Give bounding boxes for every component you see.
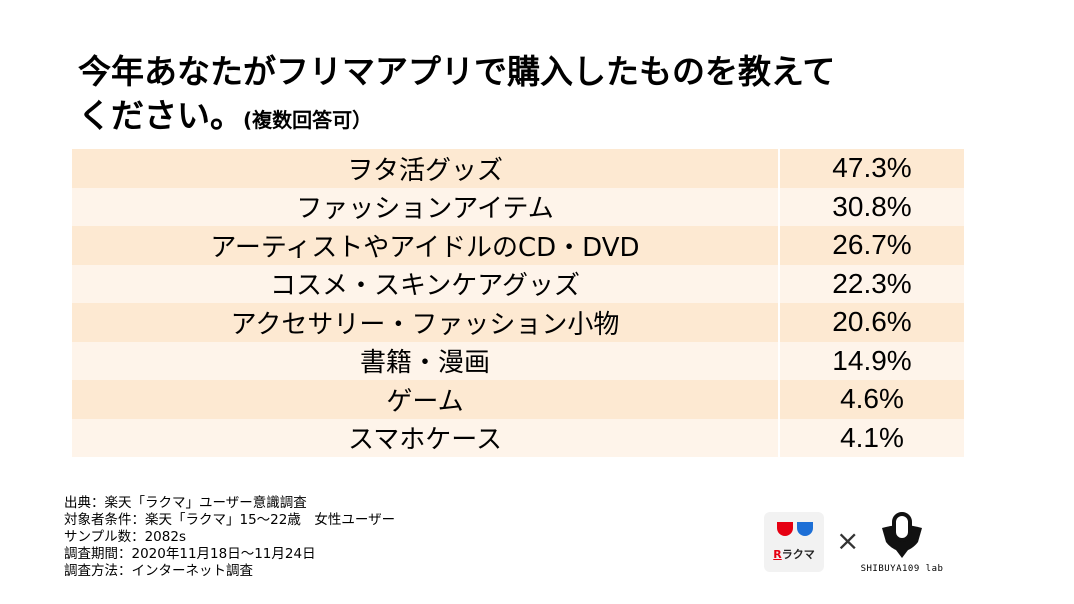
shibuya109-lab-logo-icon — [882, 512, 922, 558]
table-row: アーティストやアイドルのCD・DVD 26.7% — [72, 226, 964, 265]
table-row: ゲーム 4.6% — [72, 380, 964, 419]
row-value: 4.1% — [780, 418, 964, 457]
row-value: 20.6% — [780, 303, 964, 342]
times-icon: × — [836, 524, 860, 557]
row-value: 26.7% — [780, 226, 964, 265]
title-line-2-main: ください。 — [78, 96, 243, 135]
source-notes: 出典：楽天「ラクマ」ユーザー意識調査 対象者条件：楽天「ラクマ」15～22歳 女… — [64, 495, 395, 580]
results-table: ヲタ活グッズ 47.3% ファッションアイテム 30.8% アーティストやアイド… — [72, 149, 964, 457]
row-label: ファッションアイテム — [72, 187, 778, 226]
rakuma-logo-icon: Rラクマ — [764, 512, 824, 572]
source-line: 対象者条件：楽天「ラクマ」15～22歳 女性ユーザー — [64, 512, 396, 528]
table-row: ヲタ活グッズ 47.3% — [72, 149, 964, 188]
table-row: 書籍・漫画 14.9% — [72, 341, 964, 380]
rakuma-blue-eye-icon — [797, 522, 813, 536]
rakuma-red-eye-icon — [777, 522, 793, 536]
row-label: ゲーム — [72, 380, 778, 419]
row-label: スマホケース — [72, 418, 778, 457]
source-line: 出典：楽天「ラクマ」ユーザー意識調査 — [64, 495, 307, 511]
row-label: アーティストやアイドルのCD・DVD — [72, 226, 778, 265]
row-label: アクセサリー・ファッション小物 — [72, 303, 778, 342]
row-value: 22.3% — [780, 264, 964, 303]
title-line-2: ください。(複数回答可） — [78, 94, 898, 142]
table-row: ファッションアイテム 30.8% — [72, 187, 964, 226]
table-row: スマホケース 4.1% — [72, 418, 964, 457]
row-label: コスメ・スキンケアグッズ — [72, 264, 778, 303]
page-title: 今年あなたがフリマアプリで購入したものを教えて ください。(複数回答可） — [78, 50, 898, 142]
partner-logos: Rラクマ × SHIBUYA109 lab — [764, 512, 964, 592]
title-subnote: (複数回答可） — [243, 108, 373, 132]
source-line: 調査期間：2020年11月18日～11月24日 — [64, 546, 316, 562]
row-value: 47.3% — [780, 149, 964, 188]
title-line-1: 今年あなたがフリマアプリで購入したものを教えて — [78, 52, 836, 91]
row-label: ヲタ活グッズ — [72, 149, 778, 188]
source-line: サンプル数：2082s — [64, 529, 186, 545]
rakuma-wordmark: Rラクマ — [773, 548, 815, 561]
row-value: 4.6% — [780, 380, 964, 419]
row-label: 書籍・漫画 — [72, 341, 778, 380]
table-row: アクセサリー・ファッション小物 20.6% — [72, 303, 964, 342]
shibuya109-lab-wordmark: SHIBUYA109 lab — [860, 564, 944, 574]
row-value: 14.9% — [780, 341, 964, 380]
row-value: 30.8% — [780, 187, 964, 226]
table-row: コスメ・スキンケアグッズ 22.3% — [72, 264, 964, 303]
source-line: 調査方法：インターネット調査 — [64, 563, 253, 579]
